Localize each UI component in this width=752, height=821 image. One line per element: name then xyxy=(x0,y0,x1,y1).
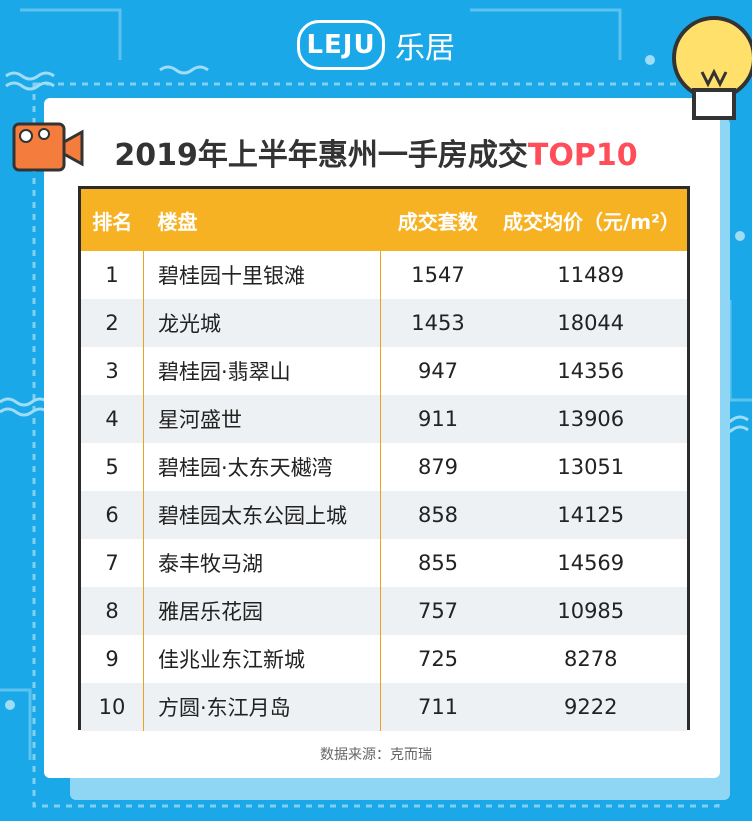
lightbulb-icon xyxy=(652,12,752,136)
table-header-row: 排名 楼盘 成交套数 成交均价（元/m²） xyxy=(81,189,687,251)
page-title: 2019年上半年惠州一手房成交TOP10 xyxy=(0,130,752,174)
cell-units: 757 xyxy=(417,599,459,623)
title-highlight: TOP10 xyxy=(527,138,638,173)
cell-avg-price: 13906 xyxy=(557,407,625,431)
table-row: 7 泰丰牧马湖 855 14569 xyxy=(81,539,687,587)
cell-avg-price: 14569 xyxy=(557,551,625,575)
table-row: 10 方圆·东江月岛 711 9222 xyxy=(81,683,687,731)
table-row: 1 碧桂园十里银滩 1547 11489 xyxy=(81,251,687,299)
cell-project: 泰丰牧马湖 xyxy=(143,539,381,587)
cell-avg-price: 14356 xyxy=(557,359,625,383)
cell-project: 碧桂园·翡翠山 xyxy=(143,347,381,395)
cell-avg-price: 11489 xyxy=(557,263,625,287)
cell-project: 碧桂园太东公园上城 xyxy=(143,491,381,539)
table-row: 8 雅居乐花园 757 10985 xyxy=(81,587,687,635)
table-row: 6 碧桂园太东公园上城 858 14125 xyxy=(81,491,687,539)
cell-avg-price: 8278 xyxy=(564,647,618,671)
cell-project: 星河盛世 xyxy=(143,395,381,443)
cell-project: 佳兆业东江新城 xyxy=(143,635,381,683)
cell-rank: 7 xyxy=(105,551,119,575)
ranking-table: 排名 楼盘 成交套数 成交均价（元/m²） 1 碧桂园十里银滩 1547 11489 2… xyxy=(78,186,690,731)
cell-rank: 8 xyxy=(105,599,119,623)
cell-project: 碧桂园·太东天樾湾 xyxy=(143,443,381,491)
logo: LEJU 乐居 xyxy=(0,20,752,70)
table-row: 3 碧桂园·翡翠山 947 14356 xyxy=(81,347,687,395)
cell-rank: 4 xyxy=(105,407,119,431)
cell-project: 雅居乐花园 xyxy=(143,587,381,635)
table-row: 9 佳兆业东江新城 725 8278 xyxy=(81,635,687,683)
cell-rank: 5 xyxy=(105,455,119,479)
cell-project: 碧桂园十里银滩 xyxy=(143,251,381,299)
cell-units: 947 xyxy=(417,359,459,383)
cell-rank: 2 xyxy=(105,311,119,335)
logo-badge: LEJU xyxy=(297,20,385,70)
data-source: 数据来源：克而瑞 xyxy=(320,747,432,763)
cell-avg-price: 10985 xyxy=(557,599,625,623)
cell-units: 1453 xyxy=(411,311,465,335)
cell-units: 855 xyxy=(417,551,459,575)
cell-rank: 10 xyxy=(98,695,126,719)
logo-text: 乐居 xyxy=(395,31,455,66)
cell-avg-price: 13051 xyxy=(557,455,625,479)
header-rank: 排名 xyxy=(92,209,133,234)
cell-avg-price: 9222 xyxy=(564,695,618,719)
header-units: 成交套数 xyxy=(397,209,478,234)
table-row: 5 碧桂园·太东天樾湾 879 13051 xyxy=(81,443,687,491)
header-avg-price: 成交均价（元/m²） xyxy=(503,209,680,234)
cell-avg-price: 14125 xyxy=(557,503,625,527)
cell-units: 711 xyxy=(417,695,459,719)
cell-units: 725 xyxy=(417,647,459,671)
cell-units: 1547 xyxy=(411,263,465,287)
cell-rank: 9 xyxy=(105,647,119,671)
cell-project: 方圆·东江月岛 xyxy=(143,683,381,731)
table-row: 4 星河盛世 911 13906 xyxy=(81,395,687,443)
table-row: 2 龙光城 1453 18044 xyxy=(81,299,687,347)
cell-project: 龙光城 xyxy=(143,299,381,347)
cell-units: 879 xyxy=(417,455,459,479)
cell-rank: 6 xyxy=(105,503,119,527)
camera-icon xyxy=(12,122,86,178)
cell-rank: 1 xyxy=(105,263,119,287)
cell-units: 911 xyxy=(417,407,459,431)
cell-units: 858 xyxy=(417,503,459,527)
cell-avg-price: 18044 xyxy=(557,311,625,335)
cell-rank: 3 xyxy=(105,359,119,383)
title-main: 2019年上半年惠州一手房成交 xyxy=(114,138,528,173)
header-project: 楼盘 xyxy=(157,209,198,234)
